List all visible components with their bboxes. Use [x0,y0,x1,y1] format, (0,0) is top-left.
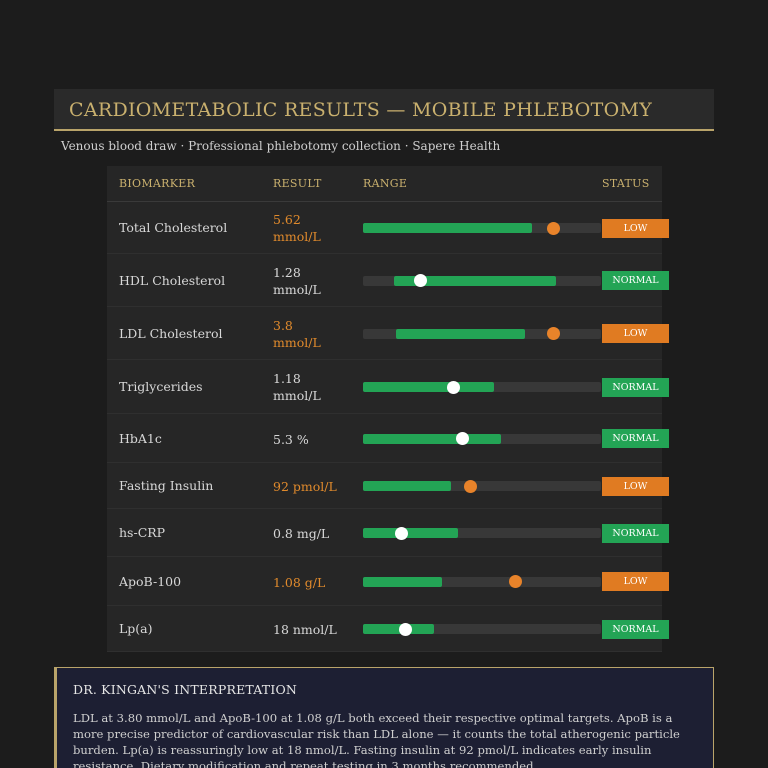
column-header-status: STATUS [602,177,650,190]
table-row: Lp(a) 18 nmol/L NORMAL [107,606,669,652]
biomarker-result: 18 nmol/L [273,622,337,637]
range-bar-fill [363,382,494,392]
table-row: hs-CRP 0.8 mg/L NORMAL [107,509,669,557]
table-row: Total Cholesterol 5.62 mmol/L LOW [107,202,669,254]
range-bar [363,327,601,340]
range-bar-fill [363,433,502,444]
range-marker [508,575,522,588]
range-bar-fill [363,528,459,538]
table-row: HDL Cholesterol 1.28 mmol/L NORMAL [107,254,669,307]
range-marker [399,622,413,636]
interpretation-title: DR. KINGAN'S INTERPRETATION [73,682,298,697]
column-header-result: RESULT [273,177,322,190]
table-row: Triglycerides 1.18 mmol/L NORMAL [107,360,669,414]
page-subtitle: Venous blood draw · Professional phlebot… [61,139,501,153]
biomarker-name: Lp(a) [119,621,153,636]
status-badge: LOW [602,572,669,591]
range-bar [363,274,601,287]
status-badge: LOW [602,324,669,343]
biomarker-name: hs-CRP [119,525,166,540]
status-badge: NORMAL [602,377,669,397]
interpretation-panel: DR. KINGAN'S INTERPRETATION LDL at 3.80 … [54,667,714,768]
range-marker [463,479,477,493]
range-bar-fill [363,624,435,634]
range-bar [363,380,601,394]
range-marker [446,380,460,394]
status-badge: NORMAL [602,619,669,639]
biomarker-table: BIOMARKER RESULT RANGE STATUS Total Chol… [107,166,669,652]
range-marker [413,274,427,287]
page-header: CARDIOMETABOLIC RESULTS — MOBILE PHLEBOT… [54,89,714,131]
range-bar-fill [363,481,452,491]
table-row: LDL Cholesterol 3.8 mmol/L LOW [107,307,669,360]
biomarker-result: 5.62 mmol/L [273,212,321,244]
biomarker-name: ApoB-100 [119,573,182,589]
range-bar [363,575,601,588]
biomarker-name: HDL Cholesterol [119,272,226,288]
range-bar [363,221,601,235]
biomarker-result: 5.3 % [273,431,309,447]
biomarker-name: HbA1c [119,430,162,446]
biomarker-result: 92 pmol/L [273,479,337,494]
table-row: HbA1c 5.3 % NORMAL [107,414,669,463]
range-bar [363,526,601,540]
status-badge: NORMAL [602,429,669,448]
status-badge: NORMAL [602,271,669,290]
biomarker-result: 1.18 mmol/L [273,371,321,403]
range-bar [363,479,601,493]
table-header: BIOMARKER RESULT RANGE STATUS [107,166,662,202]
range-bar [363,432,601,445]
column-header-biomarker: BIOMARKER [119,177,196,190]
range-bar-fill [363,223,532,233]
range-marker [546,327,560,340]
range-marker [394,526,408,540]
status-badge: LOW [602,476,669,496]
interpretation-body: LDL at 3.80 mmol/L and ApoB-100 at 1.08 … [73,711,680,768]
page-title: CARDIOMETABOLIC RESULTS — MOBILE PHLEBOT… [69,99,653,121]
biomarker-result: 3.8 mmol/L [273,317,321,350]
biomarker-name: LDL Cholesterol [119,325,223,341]
biomarker-name: Fasting Insulin [119,478,214,493]
range-bar [363,622,601,636]
biomarker-result: 1.08 g/L [273,574,326,590]
biomarker-name: Total Cholesterol [119,220,228,235]
status-badge: LOW [602,218,669,238]
range-bar-fill [363,576,442,587]
range-marker [456,432,470,445]
range-bar-fill [393,275,556,286]
table-row: Fasting Insulin 92 pmol/L LOW [107,463,669,509]
table-row: ApoB-100 1.08 g/L LOW [107,557,669,606]
range-bar-fill [396,328,525,339]
range-marker [546,221,560,235]
status-badge: NORMAL [602,523,669,543]
column-header-range: RANGE [363,177,408,190]
biomarker-name: Triglycerides [119,379,203,394]
biomarker-result: 1.28 mmol/L [273,264,321,297]
biomarker-result: 0.8 mg/L [273,526,330,541]
